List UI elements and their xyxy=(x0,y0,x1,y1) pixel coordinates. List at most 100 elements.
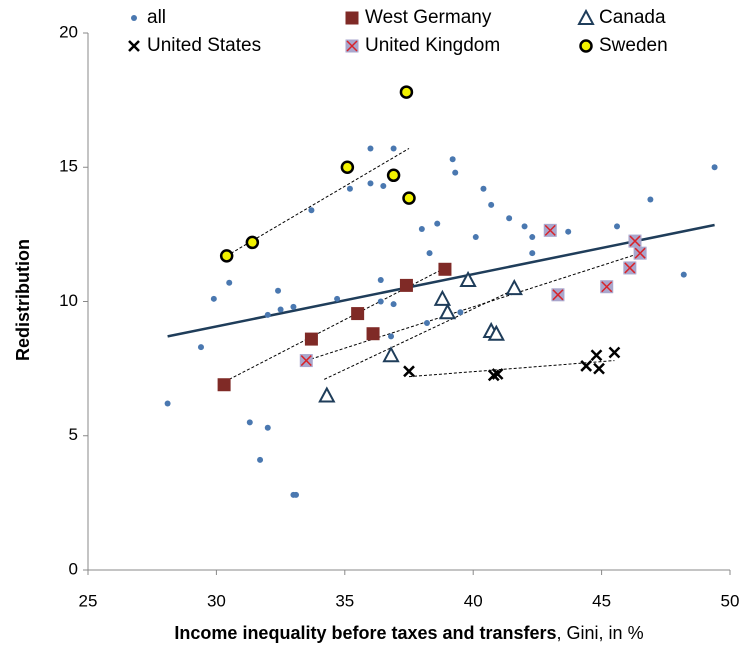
dot xyxy=(367,180,374,187)
dot xyxy=(226,279,233,286)
dot xyxy=(380,183,387,190)
marker xyxy=(433,289,452,306)
dot xyxy=(277,306,284,313)
dot xyxy=(334,295,341,302)
dot xyxy=(506,215,513,222)
triangle xyxy=(433,289,452,306)
triangle xyxy=(382,346,400,363)
cross xyxy=(629,235,641,247)
dot xyxy=(275,287,282,294)
marker xyxy=(608,346,621,359)
marker xyxy=(438,303,457,320)
legend-label: United Kingdom xyxy=(365,35,500,56)
legend-label: United States xyxy=(147,35,261,56)
dot xyxy=(197,344,204,351)
marker xyxy=(388,333,395,340)
cross xyxy=(590,349,603,362)
x-axis-label-rest: , Gini, in % xyxy=(557,623,644,643)
dot xyxy=(565,228,572,235)
marker xyxy=(245,235,260,250)
marker xyxy=(217,378,231,392)
dot xyxy=(680,271,687,278)
x-tick-label: 35 xyxy=(335,591,354,610)
dot xyxy=(452,169,459,176)
cross xyxy=(491,368,504,380)
marker xyxy=(434,220,441,227)
cross xyxy=(593,362,605,375)
ring xyxy=(219,249,234,263)
dot xyxy=(293,491,300,498)
y-tick-label: 0 xyxy=(69,559,78,578)
dot xyxy=(164,400,171,407)
dot xyxy=(488,201,495,208)
cross xyxy=(544,224,556,236)
dot xyxy=(367,145,374,152)
marker xyxy=(491,368,504,380)
legend-label: Sweden xyxy=(599,35,668,56)
marker xyxy=(633,246,647,260)
marker xyxy=(647,196,654,203)
marker xyxy=(628,234,642,248)
marker xyxy=(402,191,416,205)
marker xyxy=(366,327,380,341)
marker xyxy=(367,145,374,152)
ring xyxy=(579,39,593,53)
marker xyxy=(264,424,271,431)
marker xyxy=(299,354,313,368)
dot xyxy=(472,234,479,241)
marker xyxy=(399,278,413,292)
x-tick-label: 40 xyxy=(464,591,483,610)
marker xyxy=(457,309,464,316)
marker xyxy=(426,250,433,257)
dot xyxy=(418,226,425,233)
marker xyxy=(480,185,487,192)
dot xyxy=(131,15,137,21)
marker xyxy=(346,185,353,192)
marker xyxy=(423,319,430,326)
marker xyxy=(257,456,264,463)
x-tick-label: 25 xyxy=(79,591,98,610)
fit-line xyxy=(306,252,641,362)
marker xyxy=(246,419,253,426)
cross xyxy=(624,262,636,274)
marker xyxy=(472,234,479,241)
dot xyxy=(264,424,271,431)
triangle xyxy=(459,270,477,288)
marker xyxy=(290,303,297,310)
cross xyxy=(634,247,646,259)
dot xyxy=(210,295,217,302)
marker xyxy=(449,156,456,163)
marker xyxy=(264,311,271,318)
marker xyxy=(487,324,505,341)
marker xyxy=(529,250,536,257)
marker xyxy=(382,346,400,363)
triangle xyxy=(487,324,505,341)
triangle xyxy=(505,278,523,296)
marker xyxy=(340,160,355,174)
dot xyxy=(529,234,536,241)
square xyxy=(366,327,380,341)
dot xyxy=(388,333,395,340)
marker xyxy=(590,349,603,362)
marker xyxy=(529,234,536,241)
dot xyxy=(390,145,397,152)
dot xyxy=(423,319,430,326)
marker xyxy=(131,15,137,21)
marker xyxy=(551,288,565,302)
marker xyxy=(351,307,365,321)
marker xyxy=(521,223,528,230)
fit-line xyxy=(324,290,512,380)
dot xyxy=(529,250,536,257)
cross xyxy=(601,281,613,293)
marker xyxy=(386,168,401,183)
dot xyxy=(614,223,621,230)
square xyxy=(345,11,359,25)
ring xyxy=(386,168,401,183)
legend-label: West Germany xyxy=(365,7,492,28)
dot xyxy=(308,207,315,214)
dot xyxy=(426,250,433,257)
marker xyxy=(345,39,359,53)
triangle xyxy=(577,8,595,25)
trend-line xyxy=(167,223,715,338)
y-axis-label: Redistribution xyxy=(13,239,33,361)
